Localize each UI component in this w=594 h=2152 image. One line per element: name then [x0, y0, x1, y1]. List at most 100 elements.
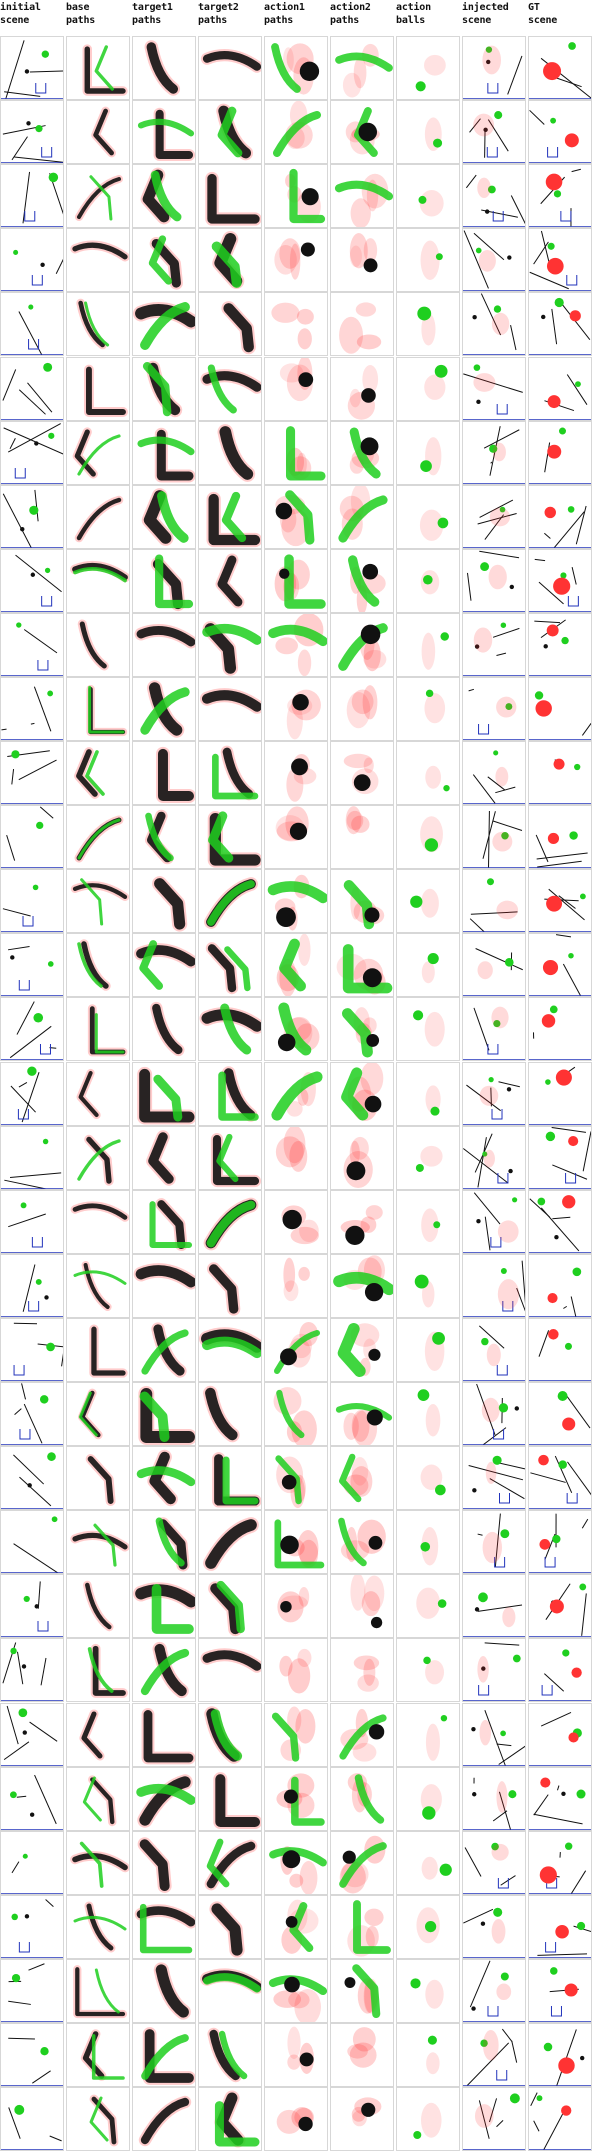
initial-scene-image — [1, 121, 63, 163]
thumbnail-base-paths — [66, 2087, 130, 2151]
scene-obstacle — [479, 499, 514, 518]
green-ball — [36, 821, 44, 830]
thumbnail-action-balls — [396, 2087, 460, 2151]
thumbnail-base-paths — [66, 1254, 130, 1318]
black-trajectory — [84, 46, 126, 94]
black-trajectory — [72, 1532, 128, 1550]
thumbnail-gt-scene — [528, 1831, 592, 1895]
thumbnail-injected-scene — [462, 997, 526, 1061]
base-paths-image — [87, 1004, 128, 1057]
thumbnail-base-paths — [66, 1190, 130, 1254]
red-heatmap-blob — [286, 1101, 303, 1117]
scene-obstacle — [30, 722, 35, 725]
green-action-ball — [432, 1331, 445, 1345]
action2-paths-image — [349, 233, 378, 273]
target1-paths-image — [140, 167, 182, 225]
green-ball — [492, 1455, 502, 1465]
action-balls-image — [415, 1145, 443, 1172]
red-heatmap-blob — [473, 373, 496, 392]
thumbnail-base-paths — [66, 1318, 130, 1382]
target2-paths-image — [204, 1838, 258, 1891]
green-ball — [500, 1529, 510, 1539]
thumbnail-initial-scene — [0, 1831, 64, 1895]
target1-paths-image — [133, 1263, 195, 1290]
header-target1-paths: target1 paths — [132, 2, 173, 26]
scene-goal-cup — [497, 1173, 509, 1184]
thumbnail-base-paths — [66, 1446, 130, 1510]
green-trajectory — [73, 566, 127, 583]
thumbnail-base-paths — [66, 164, 130, 228]
scene-obstacle — [18, 759, 57, 781]
action-balls-image — [424, 117, 443, 152]
base-paths-image — [70, 878, 129, 926]
scene-obstacle — [469, 118, 481, 133]
thumbnail-target2-paths — [198, 1831, 262, 1895]
green-ball — [43, 362, 53, 372]
thumbnail-target1-paths — [132, 1831, 196, 1895]
scene-obstacle — [4, 1179, 46, 1189]
thumbnail-injected-scene — [462, 2087, 526, 2151]
thumbnail-initial-scene — [0, 741, 64, 805]
thumbnail-gt-scene — [528, 933, 592, 997]
scene-obstacle — [558, 895, 576, 909]
target1-paths-image — [141, 1708, 195, 1765]
header-target2-paths: target2 paths — [198, 2, 239, 26]
red-heatmap-blob — [297, 649, 312, 676]
scene-obstacle — [9, 438, 16, 450]
base-paths-image — [83, 1580, 114, 1632]
green-trajectory — [139, 1391, 170, 1442]
red-heatmap-blob — [299, 1219, 319, 1243]
action1-paths-image — [274, 238, 315, 280]
scene-goal-cup — [31, 1237, 43, 1248]
thumbnail-target2-paths — [198, 1318, 262, 1382]
dark-ball — [484, 209, 490, 214]
green-trajectory — [202, 623, 261, 645]
green-ball — [11, 1973, 21, 1983]
thumbnail-injected-scene — [462, 485, 526, 549]
dark-ball — [27, 1483, 32, 1488]
scene-obstacle — [555, 934, 572, 938]
green-trajectory — [207, 880, 255, 926]
thumbnail-action2-paths — [330, 1638, 394, 1702]
dark-ball — [370, 1616, 383, 1629]
scene-obstacle — [495, 786, 516, 794]
red-heatmap-blob — [360, 1216, 377, 1233]
thumbnail-action-balls — [396, 164, 460, 228]
thumbnail-injected-scene — [462, 1318, 526, 1382]
green-ball — [27, 1066, 37, 1076]
scene-obstacle — [11, 136, 28, 161]
thumbnail-action1-paths — [264, 613, 328, 677]
green-trajectory — [141, 1329, 189, 1375]
scene-obstacle — [1, 728, 7, 731]
scene-goal-cup — [567, 596, 579, 607]
thumbnail-base-paths — [66, 549, 130, 613]
dark-ball — [291, 758, 308, 776]
thumbnail-initial-scene — [0, 1126, 64, 1190]
thumbnail-initial-scene — [0, 1254, 64, 1318]
green-ball — [478, 1592, 488, 1603]
action2-paths-image — [341, 1007, 380, 1058]
scene-obstacle — [498, 1791, 512, 1830]
thumbnail-initial-scene — [0, 677, 64, 741]
thumbnail-action2-paths — [330, 1831, 394, 1895]
injected-scene-image — [463, 1642, 525, 1701]
scene-obstacle — [29, 70, 63, 73]
thumbnail-base-paths — [66, 100, 130, 164]
scene-goal-cup — [544, 1557, 556, 1568]
target1-paths-image — [150, 554, 194, 612]
thumbnail-action2-paths — [330, 1767, 394, 1831]
green-trajectory — [206, 1838, 230, 1888]
initial-scene-image — [1, 423, 63, 484]
green-trajectory — [89, 2096, 109, 2142]
scene-obstacle — [8, 2037, 35, 2040]
red-heatmap-blob — [364, 1575, 385, 1612]
thumbnail-target2-paths — [198, 228, 262, 292]
header-gt-scene: GT scene — [528, 2, 558, 26]
scene-obstacle — [34, 1774, 57, 1825]
green-ball — [567, 506, 575, 513]
green-action-path — [347, 555, 380, 607]
red-heatmap-blob — [361, 1591, 381, 1617]
red-heatmap-blob — [491, 1006, 509, 1029]
scene-obstacle — [3, 427, 63, 455]
action-balls-image — [419, 509, 449, 541]
